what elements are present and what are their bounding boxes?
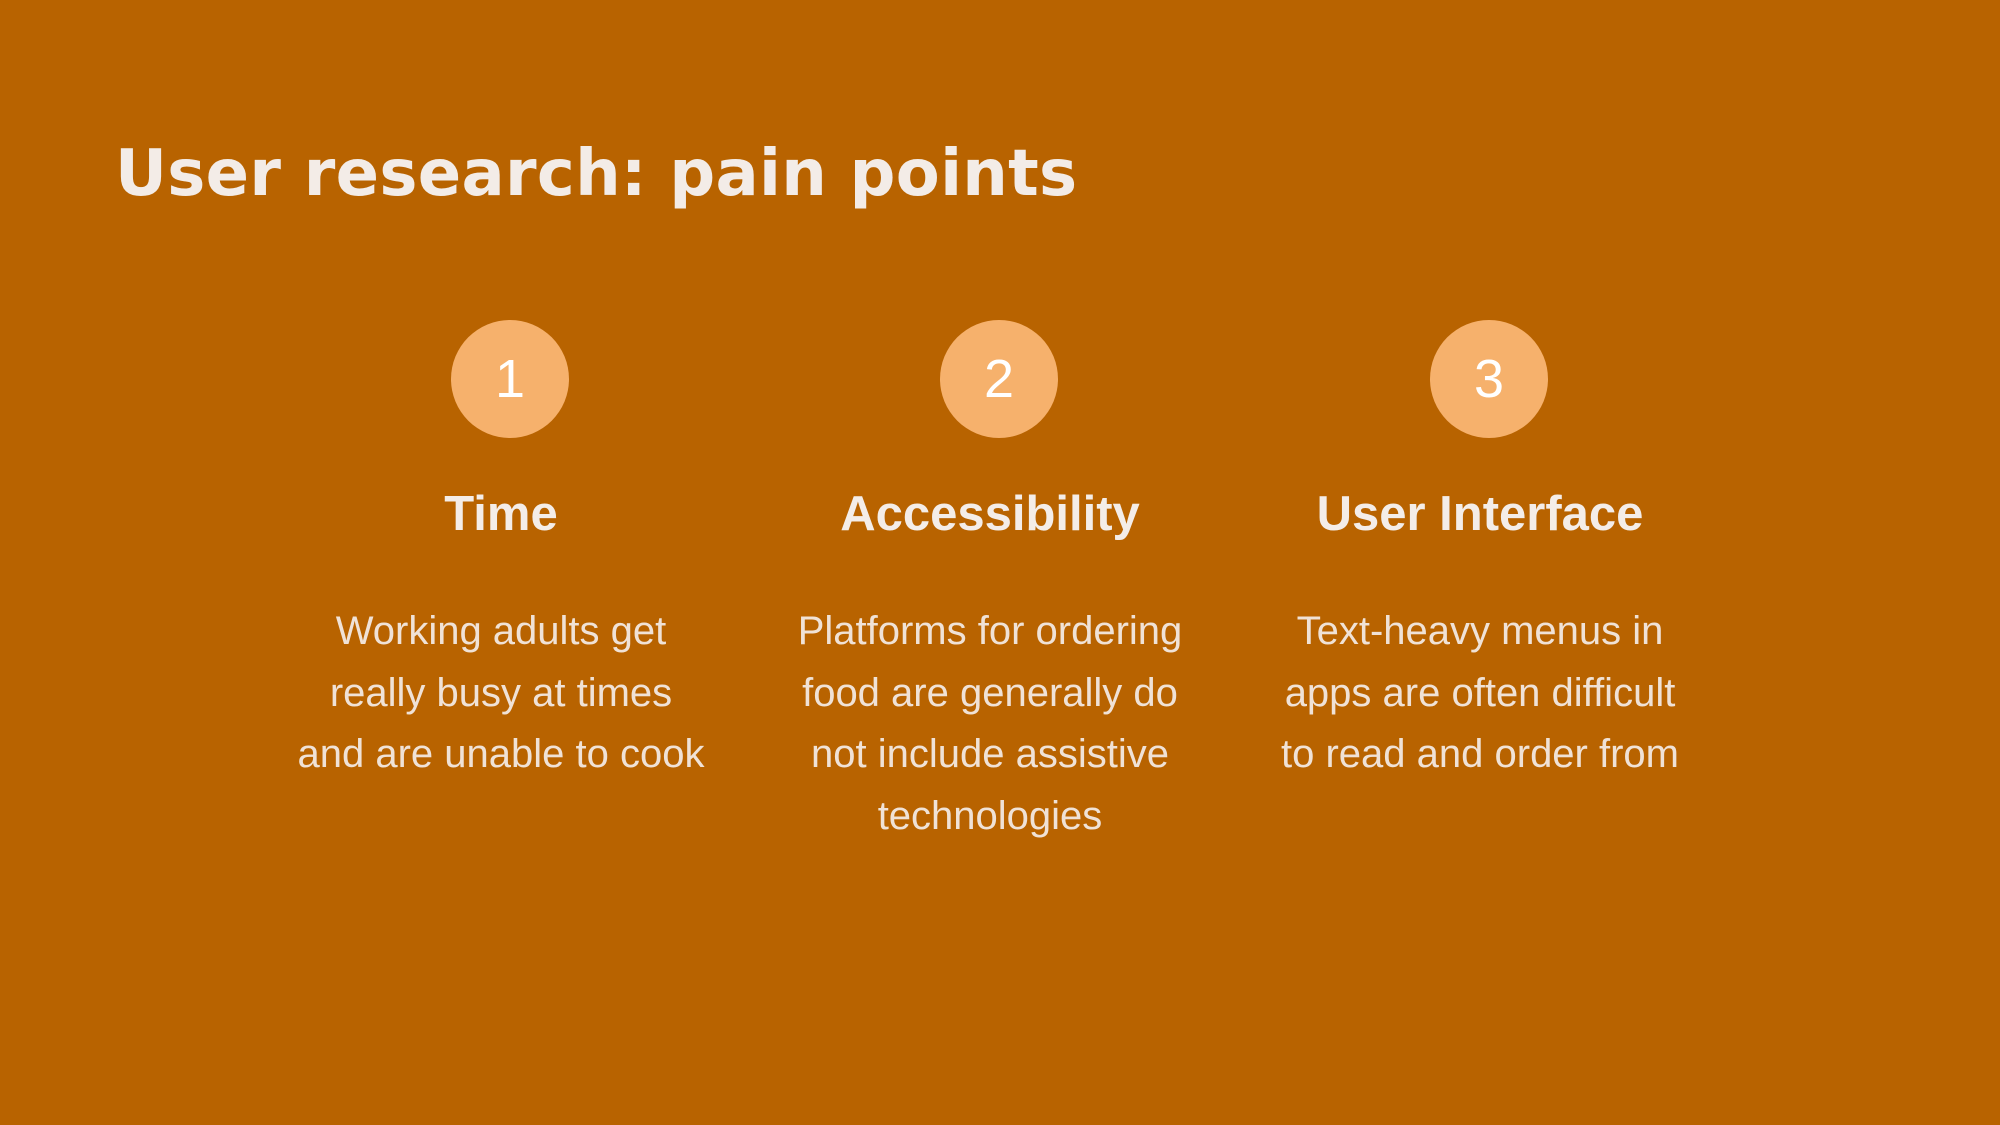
number-badge: 2 <box>940 320 1058 438</box>
pain-point-description: Text-heavy menus in apps are often diffi… <box>1281 609 1679 776</box>
pain-point-heading: User Interface <box>1316 487 1644 541</box>
pain-point-heading: Time <box>444 487 558 541</box>
number-badge: 1 <box>451 320 569 438</box>
number-badge: 3 <box>1430 320 1548 438</box>
pain-point-description: Platforms for ordering food are generall… <box>797 609 1183 838</box>
pain-point-description: Working adults get really busy at times … <box>297 609 705 776</box>
pain-point-heading: Accessibility <box>840 487 1140 541</box>
slide-title: User research: pain points <box>115 137 1078 211</box>
